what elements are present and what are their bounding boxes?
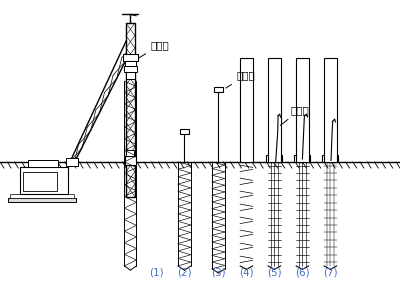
Text: (6): (6) (295, 267, 309, 277)
Bar (126, 23, 135, 197)
Bar (180, 129, 189, 134)
Bar (8, 198, 76, 202)
Bar (66, 158, 78, 166)
Bar (322, 155, 338, 162)
Text: (5): (5) (267, 267, 281, 277)
Bar (28, 160, 58, 167)
Text: (1): (1) (149, 267, 163, 277)
Bar (10, 194, 74, 198)
Bar (294, 155, 310, 162)
Bar (124, 66, 137, 72)
Bar (240, 58, 253, 162)
Text: (7): (7) (323, 267, 337, 277)
Bar (23, 172, 57, 191)
Bar (123, 54, 138, 61)
Bar (296, 58, 309, 162)
Bar (20, 167, 68, 194)
Text: (4): (4) (239, 267, 253, 277)
Text: (3): (3) (211, 267, 225, 277)
Text: 注浆管: 注浆管 (226, 70, 255, 88)
Bar (126, 72, 135, 79)
Bar (126, 150, 134, 156)
Bar (214, 87, 223, 92)
Bar (125, 156, 136, 165)
Text: (2): (2) (177, 267, 191, 277)
Bar (324, 58, 337, 162)
Bar (125, 61, 136, 66)
Bar (266, 155, 282, 162)
Text: 注浆管: 注浆管 (280, 105, 310, 125)
Bar (268, 58, 281, 162)
Text: 导流器: 导流器 (139, 40, 170, 58)
